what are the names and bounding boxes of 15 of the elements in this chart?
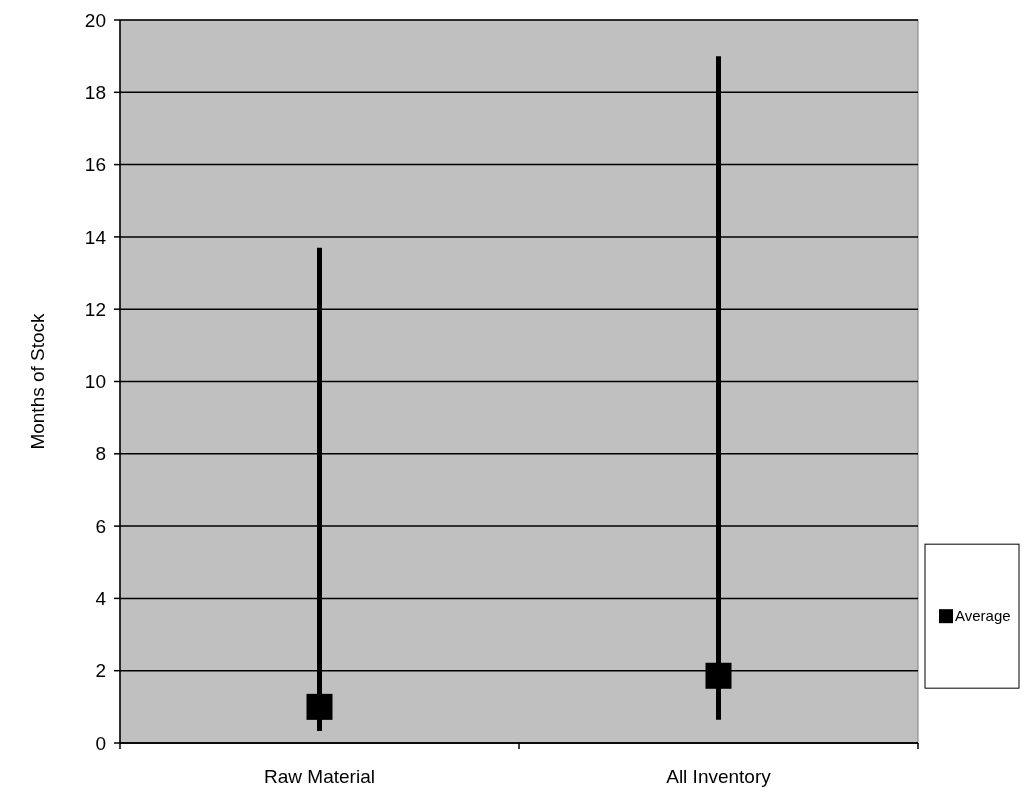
y-tick-label: 18 [84, 81, 106, 103]
y-tick-label: 16 [84, 154, 106, 176]
y-tick-label: 10 [84, 371, 106, 393]
y-axis-title: Months of Stock [27, 312, 48, 450]
x-tick-label: Raw Material [264, 766, 375, 787]
y-tick-label: 12 [84, 298, 106, 320]
y-tick-label: 14 [84, 226, 107, 248]
y-tick-label: 20 [84, 9, 106, 31]
y-tick-label: 6 [95, 515, 106, 537]
y-tick-label: 0 [95, 732, 106, 754]
x-tick-label: All Inventory [666, 766, 772, 787]
y-tick-label: 8 [95, 443, 106, 465]
legend-label: Average [955, 607, 1011, 625]
y-tick-label: 2 [95, 660, 106, 682]
y-tick-label: 4 [95, 588, 107, 610]
